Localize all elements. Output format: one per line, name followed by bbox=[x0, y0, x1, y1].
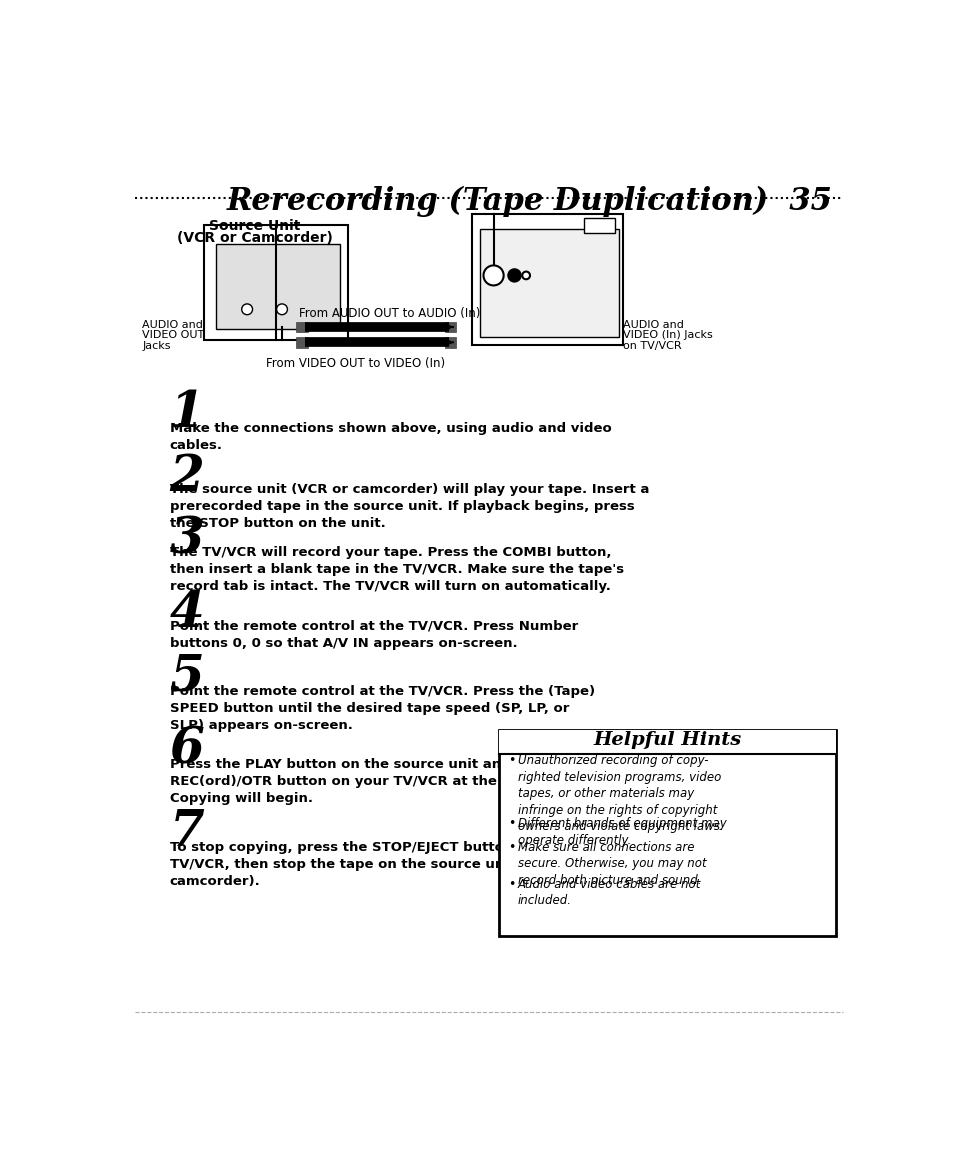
Text: Make sure all connections are
secure. Otherwise, you may not
record both picture: Make sure all connections are secure. Ot… bbox=[517, 841, 705, 887]
Bar bbox=[295, 337, 307, 348]
Text: The source unit (VCR or camcorder) will play your tape. Insert a
prerecorded tap: The source unit (VCR or camcorder) will … bbox=[170, 483, 648, 530]
Bar bbox=[444, 322, 456, 332]
Text: Helpful Hints: Helpful Hints bbox=[593, 731, 740, 749]
Circle shape bbox=[521, 272, 530, 279]
Text: 4: 4 bbox=[170, 589, 204, 638]
Bar bbox=[472, 213, 622, 345]
Text: Press the PLAY button on the source unit and the
REC(ord)/OTR button on your TV/: Press the PLAY button on the source unit… bbox=[170, 759, 583, 805]
Circle shape bbox=[276, 304, 287, 315]
Text: Point the remote control at the TV/VCR. Press the (Tape)
SPEED button until the : Point the remote control at the TV/VCR. … bbox=[170, 685, 594, 732]
Text: Different brands of equipment may
operate differently.: Different brands of equipment may operat… bbox=[517, 817, 725, 847]
Text: 7: 7 bbox=[170, 808, 204, 858]
Text: on TV/VCR: on TV/VCR bbox=[622, 341, 680, 352]
Text: •: • bbox=[508, 841, 516, 853]
Bar bbox=[295, 322, 307, 332]
Circle shape bbox=[483, 265, 503, 286]
Text: From AUDIO OUT to AUDIO (In): From AUDIO OUT to AUDIO (In) bbox=[298, 308, 480, 321]
Text: AUDIO and: AUDIO and bbox=[622, 319, 683, 330]
Bar bbox=[444, 337, 456, 348]
Text: Audio and video cables are not
included.: Audio and video cables are not included. bbox=[517, 877, 700, 907]
Text: AUDIO and: AUDIO and bbox=[142, 319, 203, 330]
Text: VIDEO (In) Jacks: VIDEO (In) Jacks bbox=[622, 331, 712, 340]
Text: (VCR or Camcorder): (VCR or Camcorder) bbox=[176, 231, 333, 244]
Text: To stop copying, press the STOP/EJECT button on the
TV/VCR, then stop the tape o: To stop copying, press the STOP/EJECT bu… bbox=[170, 841, 576, 888]
Circle shape bbox=[241, 304, 253, 315]
Text: Unauthorized recording of copy-
righted television programs, video
tapes, or oth: Unauthorized recording of copy- righted … bbox=[517, 754, 722, 834]
Text: The TV/VCR will record your tape. Press the COMBI button,
then insert a blank ta: The TV/VCR will record your tape. Press … bbox=[170, 547, 623, 594]
Text: Make the connections shown above, using audio and video
cables.: Make the connections shown above, using … bbox=[170, 422, 611, 452]
Text: 6: 6 bbox=[170, 726, 204, 775]
Text: Point the remote control at the TV/VCR. Press Number
buttons 0, 0 so that A/V IN: Point the remote control at the TV/VCR. … bbox=[170, 619, 578, 649]
Circle shape bbox=[508, 270, 520, 281]
Text: Source Unit: Source Unit bbox=[209, 219, 300, 233]
Bar bbox=[498, 730, 835, 754]
Bar bbox=[583, 218, 615, 233]
Text: Jacks: Jacks bbox=[142, 341, 171, 352]
Text: •: • bbox=[508, 877, 516, 890]
Bar bbox=[216, 243, 340, 329]
Text: From VIDEO OUT to VIDEO (In): From VIDEO OUT to VIDEO (In) bbox=[266, 356, 445, 370]
Text: •: • bbox=[508, 754, 516, 768]
Text: 5: 5 bbox=[170, 653, 204, 702]
Bar bbox=[498, 730, 835, 936]
Text: Rerecording (Tape Duplication)  35: Rerecording (Tape Duplication) 35 bbox=[226, 186, 831, 217]
Text: VIDEO OUT: VIDEO OUT bbox=[142, 331, 205, 340]
Text: 1: 1 bbox=[170, 389, 204, 438]
Text: •: • bbox=[508, 817, 516, 830]
Bar bbox=[479, 229, 618, 337]
Text: 2: 2 bbox=[170, 452, 204, 502]
Text: 3: 3 bbox=[170, 515, 204, 565]
Bar bbox=[204, 225, 348, 340]
